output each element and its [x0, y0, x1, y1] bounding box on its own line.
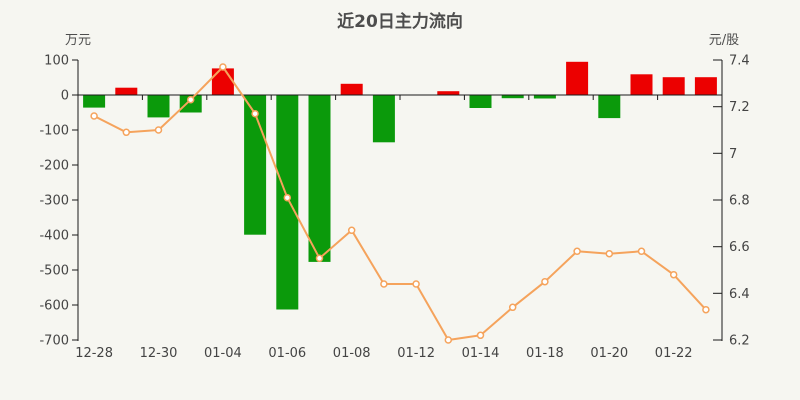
right-axis-tick-label: 6.4 — [729, 287, 750, 302]
left-axis-unit-label: 万元 — [64, 33, 91, 48]
flow-bar[interactable] — [630, 74, 653, 95]
left-axis-tick-label: -700 — [39, 334, 69, 349]
flow-bar[interactable] — [179, 95, 202, 113]
price-point[interactable] — [605, 249, 614, 258]
flow-bar[interactable] — [276, 95, 299, 310]
left-axis: 100 0 -100 -200 -300 -400 -500 -600 -700 — [39, 54, 79, 349]
price-point[interactable] — [90, 112, 98, 120]
price-point[interactable] — [508, 303, 517, 312]
flow-bar[interactable] — [598, 95, 621, 119]
right-axis: 7.4 7.2 7 6.8 6.6 6.4 6.2 — [713, 54, 750, 349]
x-axis-tick-label: 01-08 — [333, 346, 371, 361]
right-axis-tick-label: 6.2 — [729, 334, 750, 349]
x-axis-tick-label: 01-12 — [397, 346, 435, 361]
left-axis-tick-label: -400 — [39, 229, 69, 244]
price-point[interactable] — [573, 247, 581, 256]
flow-bar[interactable] — [662, 77, 685, 95]
price-point[interactable] — [476, 331, 485, 340]
flow-bar[interactable] — [501, 95, 524, 99]
right-axis-tick-label: 6.6 — [729, 240, 750, 255]
flow-bar[interactable] — [533, 95, 556, 99]
flow-bar[interactable] — [566, 61, 589, 96]
x-axis-tick-label: 01-18 — [526, 346, 564, 361]
flow-bar[interactable] — [437, 91, 460, 95]
price-point[interactable] — [637, 247, 646, 256]
flow-bar[interactable] — [147, 95, 170, 118]
left-axis-tick-label: -500 — [39, 264, 69, 279]
right-axis-tick-label: 7.2 — [729, 100, 750, 115]
left-axis-tick-label: 100 — [44, 54, 69, 69]
flow-bar[interactable] — [340, 83, 363, 95]
price-line — [90, 63, 710, 344]
left-axis-tick-label: -300 — [39, 194, 69, 209]
left-axis-tick-label: -600 — [39, 299, 69, 314]
price-point[interactable] — [444, 336, 453, 344]
flow-bar[interactable] — [308, 95, 331, 262]
price-point[interactable] — [122, 128, 131, 137]
price-point[interactable] — [186, 95, 195, 104]
right-axis-tick-label: 7.4 — [729, 54, 750, 69]
x-axis-tick-label: 01-06 — [268, 346, 306, 361]
price-point[interactable] — [541, 277, 549, 286]
flow-bar[interactable] — [83, 95, 106, 108]
x-axis-tick-label: 01-20 — [590, 346, 628, 361]
flow-bar[interactable] — [372, 95, 395, 143]
x-axis-tick-label: 01-04 — [204, 346, 242, 361]
price-point[interactable] — [669, 270, 678, 279]
left-axis-tick-label: -200 — [39, 159, 69, 174]
zero-axis — [77, 94, 723, 100]
flow-bar[interactable] — [469, 95, 492, 108]
price-point[interactable] — [315, 254, 324, 263]
right-axis-unit-label: 元/股 — [708, 33, 740, 48]
price-point[interactable] — [702, 305, 710, 314]
chart-title: 近20日主力流向 — [337, 12, 463, 32]
right-axis-tick-label: 6.8 — [729, 194, 750, 209]
flow-bar[interactable] — [115, 87, 138, 95]
flow-bar[interactable] — [694, 77, 717, 95]
price-point[interactable] — [219, 63, 227, 71]
flow-bar[interactable] — [211, 68, 234, 95]
price-point[interactable] — [412, 280, 420, 288]
left-axis-tick-label: 0 — [61, 89, 69, 104]
right-axis-tick-label: 7 — [729, 147, 737, 162]
price-point[interactable] — [283, 193, 292, 202]
x-axis-tick-label: 12-30 — [140, 346, 178, 361]
price-point[interactable] — [347, 226, 356, 235]
price-point[interactable] — [154, 126, 163, 134]
x-axis-tick-label: 12-28 — [75, 346, 113, 361]
price-point[interactable] — [251, 109, 259, 118]
price-point[interactable] — [380, 280, 388, 288]
x-axis-labels: 12-28 12-30 01-04 01-06 01-08 01-12 01-14 01-18… — [75, 346, 692, 361]
x-axis-tick-label: 01-14 — [462, 346, 500, 361]
x-axis-tick-label: 01-22 — [655, 346, 693, 361]
left-axis-tick-label: -100 — [39, 124, 69, 139]
